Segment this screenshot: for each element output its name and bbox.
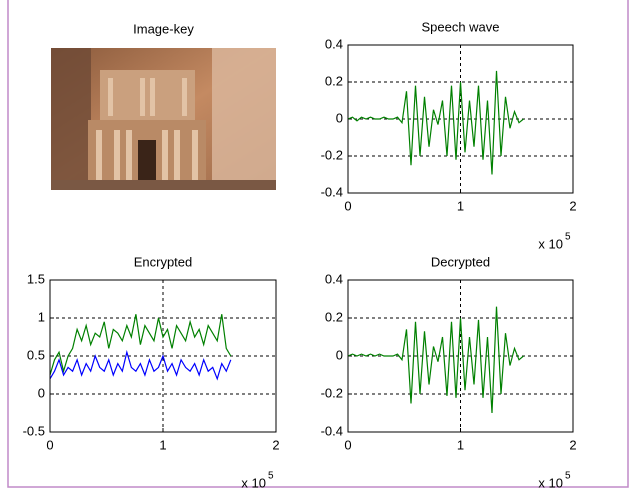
chart-title: Decrypted — [431, 254, 490, 269]
y-tick-label: 1.5 — [27, 271, 45, 286]
page: Image-key Speech wave -0.4 -0.2 0 0.2 0.4 0 1 2 x … — [0, 0, 633, 491]
y-tick-label: 1 — [38, 309, 45, 324]
chart-title: Speech wave — [421, 19, 499, 34]
x-scale-exponent: 5 — [565, 232, 571, 243]
y-tick-label: 0 — [336, 347, 343, 362]
chart-title: Encrypted — [134, 254, 193, 269]
figure: Image-key Speech wave -0.4 -0.2 0 0.2 0.4 0 1 2 x … — [0, 0, 633, 491]
x-tick-label: 2 — [272, 437, 279, 452]
x-scale-label: x 10 — [538, 475, 563, 490]
x-scale-label: x 10 — [538, 236, 563, 251]
y-tick-label: 0.5 — [27, 347, 45, 362]
x-tick-label: 0 — [344, 198, 351, 213]
y-tick-label: -0.2 — [321, 147, 343, 162]
y-tick-label: 0.2 — [325, 73, 343, 88]
y-tick-label: 0.2 — [325, 309, 343, 324]
plot-area — [348, 280, 573, 432]
x-scale-exponent: 5 — [268, 471, 274, 482]
y-tick-label: 0 — [336, 110, 343, 125]
x-tick-label: 0 — [344, 437, 351, 452]
y-tick-label: 0 — [38, 385, 45, 400]
x-tick-label: 1 — [457, 437, 464, 452]
y-tick-label: 0.4 — [325, 271, 343, 286]
x-scale-label: x 10 — [241, 475, 266, 490]
y-tick-label: 0.4 — [325, 36, 343, 51]
y-tick-label: -0.5 — [23, 423, 45, 438]
x-tick-label: 2 — [569, 198, 576, 213]
y-tick-label: -0.4 — [321, 423, 343, 438]
image-key-photo — [51, 48, 276, 190]
x-scale-exponent: 5 — [565, 471, 571, 482]
y-tick-label: -0.2 — [321, 385, 343, 400]
x-tick-label: 1 — [457, 198, 464, 213]
x-tick-label: 0 — [46, 437, 53, 452]
chart-title: Image-key — [133, 21, 194, 36]
y-tick-label: -0.4 — [321, 184, 343, 199]
x-tick-label: 1 — [159, 437, 166, 452]
x-tick-label: 2 — [569, 437, 576, 452]
